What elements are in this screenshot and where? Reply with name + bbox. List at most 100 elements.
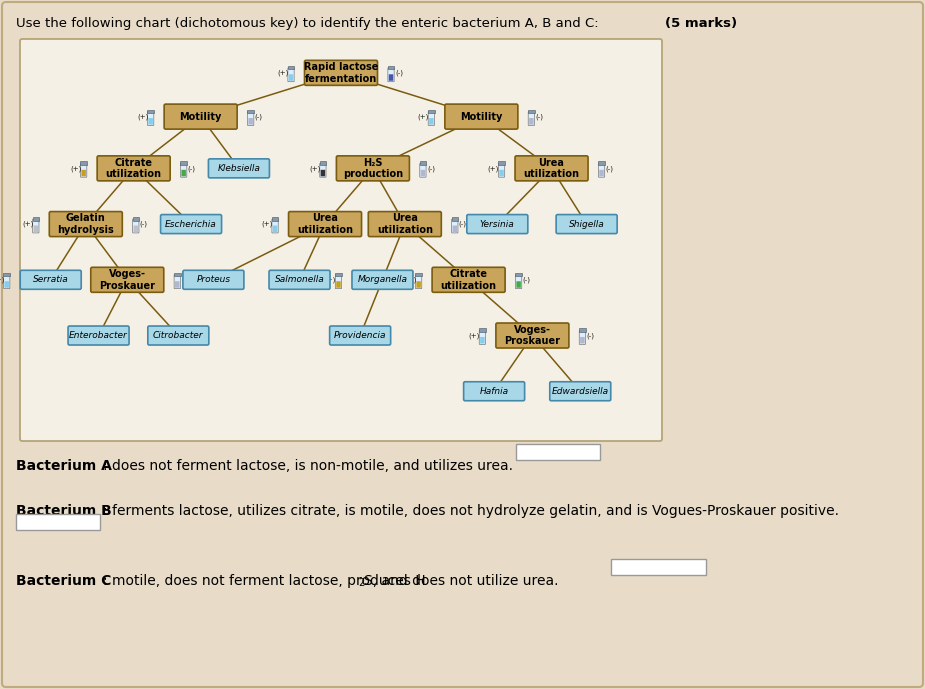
FancyBboxPatch shape: [80, 163, 87, 177]
FancyBboxPatch shape: [416, 281, 421, 288]
Text: Morganella: Morganella: [357, 276, 408, 285]
FancyBboxPatch shape: [479, 331, 486, 344]
FancyBboxPatch shape: [499, 161, 505, 165]
FancyBboxPatch shape: [5, 281, 9, 288]
FancyBboxPatch shape: [515, 275, 522, 289]
FancyBboxPatch shape: [432, 267, 505, 292]
FancyBboxPatch shape: [183, 270, 244, 289]
Text: H₂S
production: H₂S production: [343, 158, 403, 179]
FancyBboxPatch shape: [20, 39, 662, 441]
FancyBboxPatch shape: [599, 169, 604, 176]
FancyBboxPatch shape: [515, 156, 588, 181]
Text: Providencia: Providencia: [334, 331, 387, 340]
FancyBboxPatch shape: [337, 156, 410, 181]
FancyBboxPatch shape: [148, 118, 153, 125]
FancyBboxPatch shape: [579, 331, 586, 344]
Text: : does not ferment lactose, is non-motile, and utilizes urea.: : does not ferment lactose, is non-motil…: [103, 459, 513, 473]
FancyBboxPatch shape: [451, 219, 458, 233]
FancyBboxPatch shape: [249, 118, 253, 125]
Text: (-): (-): [395, 70, 403, 76]
FancyBboxPatch shape: [598, 163, 605, 177]
FancyBboxPatch shape: [515, 273, 522, 276]
FancyBboxPatch shape: [132, 219, 139, 233]
FancyBboxPatch shape: [75, 281, 80, 288]
Text: (-): (-): [379, 221, 387, 227]
Text: Rapid lactose
fermentation: Rapid lactose fermentation: [303, 62, 378, 83]
FancyBboxPatch shape: [529, 118, 534, 125]
FancyBboxPatch shape: [174, 275, 180, 289]
Text: (+): (+): [64, 276, 75, 283]
FancyBboxPatch shape: [336, 275, 341, 289]
Text: Bacterium C: Bacterium C: [16, 574, 111, 588]
FancyBboxPatch shape: [180, 163, 187, 177]
Text: (+): (+): [22, 221, 33, 227]
FancyBboxPatch shape: [320, 163, 326, 177]
FancyBboxPatch shape: [388, 65, 394, 70]
Text: Motility: Motility: [179, 112, 222, 122]
Text: (+): (+): [137, 114, 148, 120]
FancyBboxPatch shape: [329, 326, 390, 345]
Text: (+): (+): [487, 165, 500, 172]
Text: (-): (-): [427, 165, 435, 172]
Text: Escherichia: Escherichia: [166, 220, 217, 229]
FancyBboxPatch shape: [74, 275, 80, 289]
FancyBboxPatch shape: [579, 329, 586, 332]
FancyBboxPatch shape: [32, 219, 39, 233]
FancyBboxPatch shape: [288, 68, 294, 82]
FancyBboxPatch shape: [598, 161, 605, 165]
FancyBboxPatch shape: [415, 273, 422, 276]
FancyBboxPatch shape: [272, 217, 278, 220]
Text: (-): (-): [188, 165, 196, 172]
FancyBboxPatch shape: [549, 382, 610, 401]
Text: Klebsiella: Klebsiella: [217, 164, 260, 173]
FancyBboxPatch shape: [81, 169, 86, 176]
FancyBboxPatch shape: [420, 163, 426, 177]
FancyBboxPatch shape: [304, 61, 377, 85]
FancyBboxPatch shape: [289, 74, 293, 81]
Text: Proteus: Proteus: [196, 276, 230, 285]
FancyBboxPatch shape: [32, 217, 39, 220]
Text: 2: 2: [358, 578, 364, 588]
FancyBboxPatch shape: [175, 281, 179, 288]
FancyBboxPatch shape: [528, 110, 535, 113]
FancyBboxPatch shape: [372, 217, 378, 220]
Text: : ferments lactose, utilizes citrate, is motile, does not hydrolyze gelatin, and: : ferments lactose, utilizes citrate, is…: [103, 504, 839, 518]
FancyBboxPatch shape: [452, 225, 457, 232]
Text: Urea
utilization: Urea utilization: [524, 158, 580, 179]
Text: (+): (+): [70, 165, 81, 172]
Text: (+): (+): [341, 221, 352, 227]
Text: (-): (-): [459, 221, 467, 227]
FancyBboxPatch shape: [611, 559, 706, 575]
FancyBboxPatch shape: [132, 217, 139, 220]
Text: Hafnia: Hafnia: [479, 387, 509, 395]
FancyBboxPatch shape: [429, 118, 434, 125]
Text: Voges-
Proskauer: Voges- Proskauer: [504, 325, 561, 347]
Text: Use the following chart (dichotomous key) to identify the enteric bacterium A, B: Use the following chart (dichotomous key…: [16, 17, 607, 30]
Text: (+): (+): [262, 221, 273, 227]
FancyBboxPatch shape: [373, 225, 377, 232]
FancyBboxPatch shape: [164, 104, 237, 129]
FancyBboxPatch shape: [133, 225, 138, 232]
FancyBboxPatch shape: [388, 74, 393, 81]
FancyBboxPatch shape: [4, 275, 10, 289]
FancyBboxPatch shape: [516, 281, 521, 288]
FancyBboxPatch shape: [289, 212, 362, 236]
Text: Urea
utilization: Urea utilization: [297, 214, 353, 235]
Text: Citrobacter: Citrobacter: [153, 331, 204, 340]
Text: S, and does not utilize urea.: S, and does not utilize urea.: [364, 574, 559, 588]
FancyBboxPatch shape: [147, 112, 154, 125]
Text: Salmonella: Salmonella: [275, 276, 325, 285]
FancyBboxPatch shape: [80, 161, 87, 165]
FancyBboxPatch shape: [49, 212, 122, 236]
FancyBboxPatch shape: [415, 275, 422, 289]
FancyBboxPatch shape: [352, 225, 357, 232]
Text: Edwardsiella: Edwardsiella: [551, 387, 609, 395]
FancyBboxPatch shape: [528, 112, 535, 125]
Text: Bacterium A: Bacterium A: [16, 459, 112, 473]
FancyBboxPatch shape: [496, 323, 569, 348]
FancyBboxPatch shape: [445, 104, 518, 129]
FancyBboxPatch shape: [451, 217, 458, 220]
FancyBboxPatch shape: [16, 514, 100, 530]
FancyBboxPatch shape: [321, 169, 326, 176]
FancyBboxPatch shape: [273, 225, 278, 232]
